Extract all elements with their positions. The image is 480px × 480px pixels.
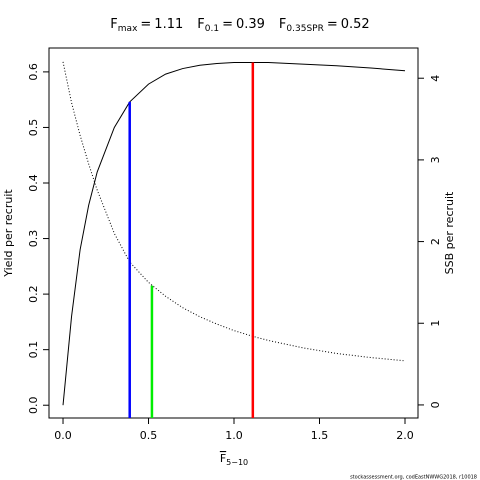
y-axis-label: Yield per recruit: [2, 189, 15, 278]
chart-title: Fmax = 1.11 F0.1 = 0.39 F0.35SPR = 0.52: [110, 17, 369, 34]
y2-tick-label: 3: [429, 156, 442, 163]
y2-tick-label: 1: [429, 320, 442, 327]
y-tick-label: 0.0: [27, 396, 40, 414]
x-tick-label: 2.0: [396, 429, 414, 442]
title-value: 0.39: [236, 17, 265, 32]
title-value: 0.52: [341, 17, 370, 32]
title-value: 1.11: [154, 17, 183, 32]
title-symbol: F: [197, 17, 204, 32]
series-line: [62, 61, 406, 362]
footer: stockassessment.org, codEastNWWG2018, r1…: [350, 475, 477, 480]
title-symbol: F: [110, 17, 117, 32]
y2-tick-label: 2: [429, 238, 442, 245]
y-tick-label: 0.3: [27, 230, 40, 248]
y2-tick-label: 0: [429, 401, 442, 408]
y-tick-label: 0.4: [27, 174, 40, 192]
x-label-symbol: F: [220, 452, 226, 465]
series-line: [62, 61, 406, 406]
x-label-subscript: 5−10: [226, 458, 248, 467]
x-tick-label: 0.0: [54, 429, 72, 442]
title-subscript: max: [118, 24, 138, 34]
x-tick-label: 1.0: [225, 429, 243, 442]
x-axis-label: F5−10: [220, 452, 248, 467]
title-sep: =: [140, 17, 151, 32]
title-symbol: F: [279, 17, 286, 32]
y2-tick-label: 4: [429, 75, 442, 82]
plot-frame: [48, 47, 419, 419]
title-subscript: 0.35SPR: [286, 24, 323, 34]
y-tick-label: 0.5: [27, 119, 40, 137]
title-subscript: 0.1: [205, 24, 219, 34]
y2-axis-label: SSB per recruit: [443, 191, 456, 274]
x-tick-label: 0.5: [140, 429, 158, 442]
y-tick-label: 0.2: [27, 285, 40, 303]
x-tick-label: 1.5: [311, 429, 329, 442]
title-sep: =: [327, 17, 338, 32]
y-tick-label: 0.1: [27, 341, 40, 359]
y-tick-label: 0.6: [27, 63, 40, 81]
title-sep: =: [222, 17, 233, 32]
